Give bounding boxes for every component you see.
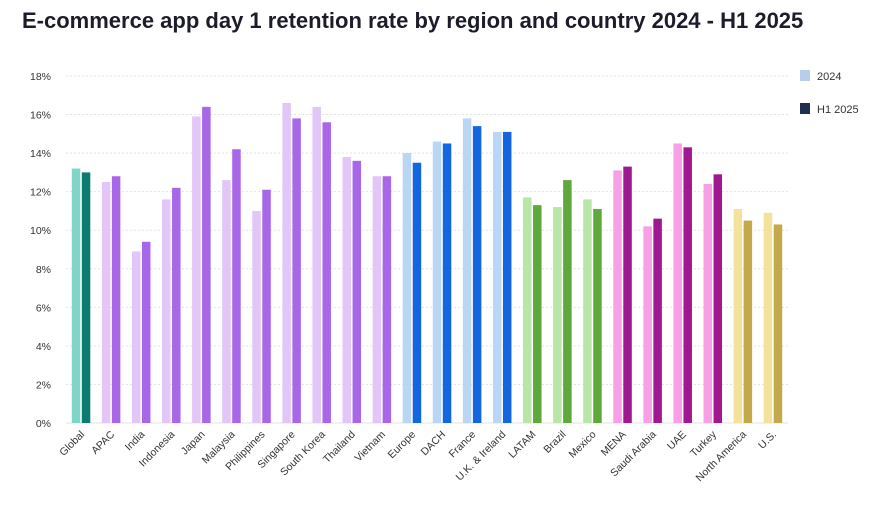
y-tick-label: 4%	[36, 341, 51, 353]
grid-layer	[66, 75, 788, 424]
legend-swatch	[800, 103, 810, 114]
bar-2024	[162, 199, 171, 423]
bar-h1-2025	[593, 209, 602, 423]
bar-h1-2025	[322, 122, 331, 424]
bar-h1-2025	[623, 166, 632, 423]
bar-2024	[643, 226, 652, 423]
legend-swatch	[800, 70, 810, 81]
bar-h1-2025	[262, 189, 271, 423]
bar-h1-2025	[563, 180, 572, 423]
bar-2024	[222, 180, 231, 423]
bar-h1-2025	[382, 176, 392, 423]
y-axis: 0% 2% 4% 6% 8% 10% 12% 14% 16% 18%	[30, 71, 51, 430]
x-tick-label: U.S.	[756, 429, 779, 452]
bar-2024	[733, 209, 743, 423]
x-tick-label: APAC	[89, 428, 117, 456]
bar-h1-2025	[81, 172, 91, 423]
y-tick-label: 12%	[30, 187, 51, 199]
legend-label: 2024	[817, 71, 841, 83]
bar-2024	[131, 251, 141, 423]
x-tick-label: Japan	[179, 429, 208, 458]
x-tick-label: Europe	[386, 429, 419, 462]
bar-2024	[613, 170, 622, 423]
legend-label: H1 2025	[817, 104, 859, 116]
y-tick-label: 18%	[30, 71, 51, 83]
y-tick-label: 16%	[30, 110, 51, 122]
y-tick-label: 2%	[36, 379, 51, 391]
bar-h1-2025	[442, 143, 452, 423]
bar-2024	[673, 143, 682, 423]
bar-h1-2025	[172, 187, 181, 423]
y-tick-label: 14%	[30, 148, 51, 160]
bar-h1-2025	[111, 176, 121, 423]
bar-h1-2025	[713, 174, 723, 423]
bar-h1-2025	[202, 106, 211, 423]
x-tick-label: Mexico	[567, 429, 599, 461]
bar-h1-2025	[352, 160, 362, 424]
bar-2024	[71, 168, 81, 423]
bar-h1-2025	[141, 241, 151, 423]
x-tick-label: Thailand	[321, 429, 358, 466]
x-tick-label: DACH	[419, 429, 449, 459]
x-tick-label: LATAM	[506, 429, 538, 461]
chart-title: E-commerce app day 1 retention rate by r…	[22, 8, 804, 33]
bar-h1-2025	[472, 126, 482, 423]
bar-h1-2025	[292, 118, 301, 424]
y-tick-label: 6%	[36, 302, 51, 314]
bar-h1-2025	[683, 147, 692, 424]
bar-2024	[763, 212, 773, 423]
bar-h1-2025	[412, 162, 422, 423]
bar-h1-2025	[773, 224, 783, 423]
bar-2024	[703, 183, 713, 423]
y-tick-label: 0%	[36, 418, 51, 430]
x-tick-label: Brazil	[541, 429, 568, 456]
bar-2024	[432, 141, 442, 424]
bar-2024	[523, 197, 532, 423]
y-tick-label: 10%	[30, 225, 51, 237]
bar-2024	[583, 199, 592, 423]
bar-2024	[402, 153, 412, 423]
bar-h1-2025	[653, 218, 662, 423]
y-tick-label: 8%	[36, 264, 51, 276]
bar-2024	[462, 118, 472, 424]
bar-h1-2025	[743, 220, 753, 423]
bar-2024	[492, 131, 502, 423]
x-tick-label: Global	[57, 429, 87, 459]
bar-h1-2025	[232, 149, 241, 423]
bars-layer	[71, 102, 783, 424]
bar-h1-2025	[502, 131, 512, 423]
bar-2024	[101, 182, 111, 423]
bar-2024	[312, 106, 321, 423]
x-tick-label: Vietnam	[352, 428, 388, 464]
bar-2024	[252, 210, 261, 423]
x-tick-label: UAE	[665, 429, 689, 453]
bar-2024	[282, 102, 291, 423]
legend: 2024 H1 2025	[800, 70, 859, 116]
x-tick-label: India	[123, 429, 148, 454]
bar-2024	[553, 207, 562, 423]
bar-h1-2025	[533, 205, 542, 423]
bar-2024	[372, 176, 382, 423]
bar-2024	[342, 156, 352, 423]
bar-2024	[192, 116, 201, 423]
